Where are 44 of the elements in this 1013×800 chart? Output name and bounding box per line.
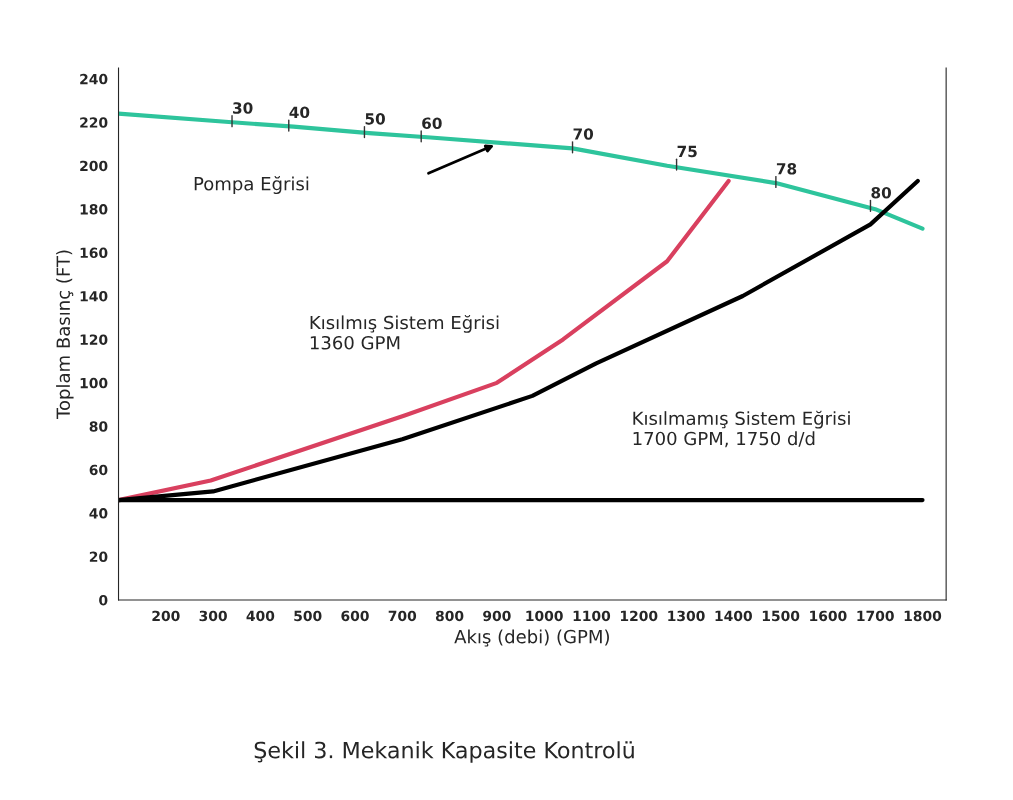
- annotation: 70: [573, 128, 594, 140]
- y-tick-label: 40: [89, 508, 108, 519]
- x-tick-label: 300: [199, 610, 227, 622]
- annotation: Kısılmış Sistem Eğrisi 1360 GPM: [310, 314, 499, 350]
- y-tick-label: 100: [80, 377, 108, 389]
- x-tick-label: 1800: [904, 610, 942, 622]
- y-tick-label: 0: [99, 594, 108, 606]
- y-tick-label: 240: [80, 73, 108, 85]
- y-axis-title: Toplam Basınç (FT): [56, 250, 74, 420]
- x-tick-label: 500: [294, 610, 322, 622]
- x-tick-label: 1000: [526, 610, 563, 622]
- annotation: 60: [422, 117, 442, 129]
- x-tick-label: 900: [483, 610, 511, 622]
- annotation: Kısılmamış Sistem Eğrisi 1700 GPM, 1750 d/d: [633, 410, 850, 448]
- y-tick-label: 80: [89, 421, 108, 432]
- y-tick-label: 200: [80, 160, 108, 172]
- y-tick-label: 220: [80, 117, 108, 128]
- y-tick-label: 160: [80, 247, 108, 259]
- x-tick-label: 400: [246, 610, 275, 622]
- x-tick-label: 1700: [857, 610, 894, 622]
- x-tick-label: 1400: [715, 610, 752, 622]
- annotation: 75: [677, 145, 697, 158]
- x-tick-label: 700: [388, 610, 417, 622]
- x-tick-label: 1500: [762, 610, 800, 622]
- y-tick-label: 120: [80, 334, 108, 345]
- annotation: 30: [233, 102, 253, 114]
- x-tick-label: 1600: [810, 610, 847, 622]
- annotation: 80: [871, 186, 891, 199]
- annotation: 78: [776, 163, 797, 175]
- x-tick-label: 600: [341, 610, 369, 622]
- text: Şekil 3. Mekanik Kapasite Kontrolü: [254, 741, 634, 763]
- annotation: Pompa Eğrisi: [194, 176, 309, 195]
- x-axis-title: Akış (debi) (GPM): [454, 629, 609, 647]
- annotation: 40: [289, 106, 310, 119]
- y-tick-label: 60: [89, 464, 108, 476]
- x-tick-label: 1300: [668, 610, 705, 622]
- y-tick-label: 20: [89, 551, 108, 563]
- x-tick-label: 1100: [573, 610, 611, 622]
- y-tick-label: 180: [80, 204, 108, 215]
- x-tick-label: 200: [152, 610, 180, 622]
- x-tick-label: 1200: [620, 610, 658, 622]
- x-tick-label: 800: [435, 610, 464, 622]
- annotation: 50: [365, 113, 385, 125]
- y-tick-label: 140: [80, 290, 108, 302]
